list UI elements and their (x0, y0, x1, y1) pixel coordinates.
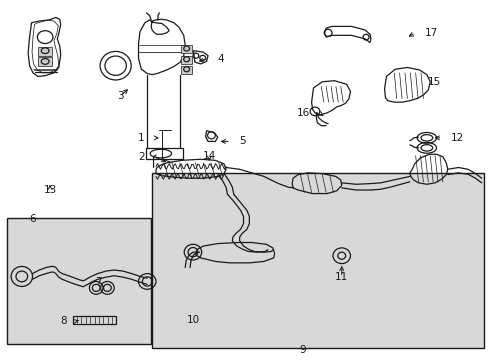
Text: 4: 4 (217, 54, 224, 64)
Bar (73, 316, 116, 324)
Text: 8: 8 (61, 316, 67, 326)
Text: 11: 11 (334, 272, 347, 282)
Bar (38, 58, 52, 66)
Text: 16: 16 (296, 108, 309, 118)
Text: 5: 5 (239, 136, 246, 147)
Bar (146, 148, 183, 159)
Text: 6: 6 (30, 214, 36, 224)
Bar (181, 45, 192, 53)
Text: 12: 12 (450, 133, 464, 143)
Text: 10: 10 (186, 315, 200, 325)
Text: 13: 13 (43, 185, 57, 195)
Text: 15: 15 (427, 77, 440, 87)
Text: 14: 14 (203, 151, 216, 161)
Bar (152, 173, 483, 348)
Bar (181, 56, 192, 64)
Bar (7, 217, 150, 344)
Text: 2: 2 (138, 152, 144, 162)
Text: 17: 17 (424, 28, 437, 38)
Bar (181, 66, 192, 73)
Bar (38, 47, 52, 56)
Text: 3: 3 (117, 91, 123, 101)
Text: 9: 9 (299, 345, 305, 355)
Text: 7: 7 (95, 277, 102, 287)
Text: 1: 1 (138, 133, 144, 143)
